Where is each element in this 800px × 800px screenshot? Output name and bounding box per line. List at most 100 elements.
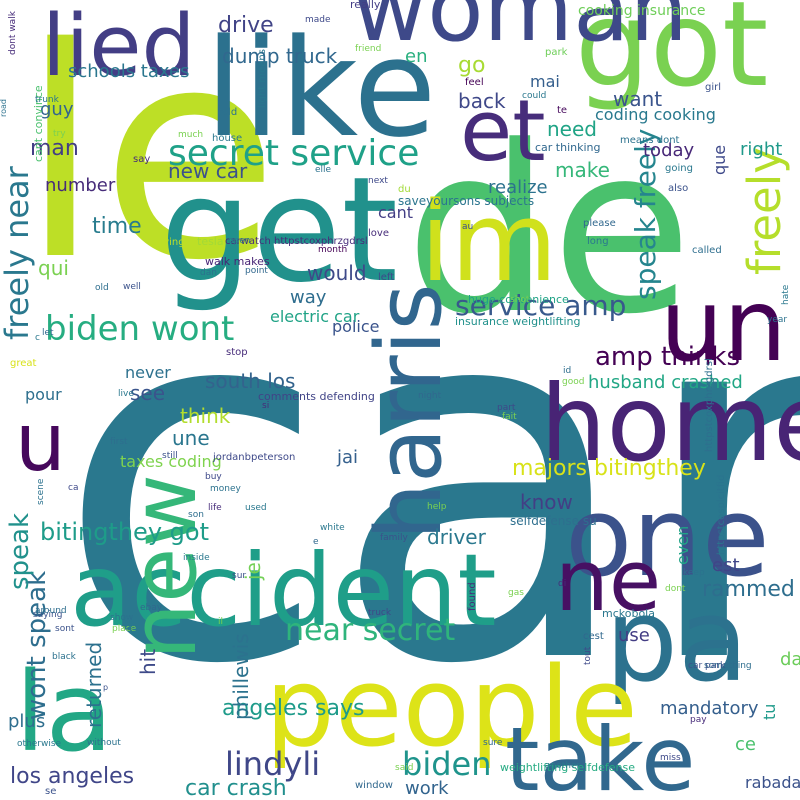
word-6: woman: [352, 0, 688, 62]
word-11: home: [540, 363, 800, 485]
word-91: cooking insurance: [578, 3, 705, 19]
word-51: coding cooking: [595, 105, 716, 124]
word-158: son: [188, 510, 204, 520]
word-108: tesla: [197, 235, 224, 248]
word-41: drive: [218, 13, 274, 38]
word-75: est: [712, 555, 740, 576]
word-99: jordanbpeterson: [212, 452, 295, 463]
word-185: something: [704, 661, 752, 671]
word-33: wont speak: [22, 571, 52, 720]
word-187: pay: [690, 715, 707, 725]
word-69: think: [180, 404, 231, 428]
word-192: another: [545, 761, 580, 771]
word-113: park: [545, 47, 568, 58]
word-95: selfdefense su: [510, 514, 597, 528]
word-143: year: [767, 315, 787, 325]
word-24: secret service: [168, 133, 419, 174]
word-168: dont: [665, 584, 686, 594]
word-35: bitingthey got: [40, 518, 209, 546]
word-150: si: [262, 401, 269, 411]
word-61: cant: [378, 203, 413, 222]
word-50: need: [547, 117, 597, 141]
word-39: angeles says: [222, 696, 364, 721]
word-170: f: [718, 548, 722, 558]
word-161: family: [380, 533, 408, 543]
word-13: one: [565, 473, 770, 601]
word-48: back: [458, 89, 506, 113]
word-53: today: [643, 140, 695, 161]
word-78: je: [241, 562, 265, 581]
word-128: long: [587, 236, 609, 247]
word-107: mckobola: [602, 607, 655, 620]
word-131: love: [368, 228, 389, 239]
word-174: show: [110, 613, 133, 623]
word-62: qui: [38, 256, 69, 280]
word-117: told: [218, 107, 237, 118]
word-2: le: [20, 0, 279, 324]
word-52: man: [30, 136, 79, 161]
word-148: part: [497, 403, 516, 413]
word-36: husband crashed: [588, 372, 743, 393]
word-4: like: [205, 10, 436, 167]
word-166: sur: [232, 571, 246, 581]
word-137: dan: [200, 268, 217, 278]
word-147: night: [418, 391, 442, 401]
word-81: phillewis: [229, 633, 253, 720]
word-153: still: [162, 451, 178, 461]
word-5: got: [575, 0, 768, 113]
word-1: de: [405, 98, 693, 365]
word-22: freely: [738, 147, 791, 275]
word-132: month: [318, 245, 347, 255]
word-144: hate: [781, 284, 791, 305]
word-68: never: [125, 363, 171, 382]
word-92: saveyoursons subjects: [398, 194, 534, 208]
word-10: un: [660, 267, 787, 384]
word-83: day: [780, 649, 800, 670]
word-114: friend: [355, 44, 381, 54]
word-160: white: [320, 523, 345, 533]
word-17: people: [265, 643, 638, 771]
word-85: tu: [760, 704, 779, 720]
word-43: schools taxes: [68, 61, 189, 82]
word-67: see: [130, 381, 165, 405]
word-66: electric car: [270, 307, 360, 326]
word-88: rabadash: [745, 773, 800, 792]
word-101: huge convenience: [468, 293, 569, 306]
word-64: way: [290, 287, 327, 308]
word-175: truck: [368, 608, 392, 618]
word-65: police: [332, 317, 379, 336]
word-7: lied: [42, 0, 195, 96]
word-9: im: [420, 178, 558, 306]
word-149: fait: [502, 412, 517, 422]
word-93: insurance weightlifting: [455, 315, 580, 328]
word-141: great: [10, 358, 37, 369]
word-122: going: [665, 163, 693, 174]
word-49: want: [613, 87, 662, 111]
word-186: car park: [688, 661, 726, 671]
word-188: otherwise: [17, 739, 62, 749]
word-142: stop: [226, 347, 248, 358]
word-121: also: [668, 183, 688, 194]
word-190: sure: [483, 738, 503, 748]
word-167: di: [558, 579, 566, 589]
word-79: hit: [136, 649, 160, 675]
word-72: jai: [336, 447, 358, 468]
word-37: south los: [205, 369, 295, 393]
word-194: se: [45, 786, 56, 797]
word-157: used: [245, 503, 267, 513]
word-151: live: [118, 389, 134, 399]
word-112: feel: [465, 77, 484, 88]
word-146: good: [562, 377, 584, 387]
word-125: elle: [315, 165, 332, 175]
word-104: light means: [257, 49, 268, 108]
word-152: first: [110, 437, 128, 447]
word-201: p: [103, 683, 108, 692]
word-138: well: [123, 282, 141, 292]
word-19: la: [15, 648, 113, 776]
word-86: ce: [735, 734, 756, 755]
word-164: ca: [68, 483, 78, 493]
word-165: inside: [183, 553, 210, 563]
word-73: know: [520, 490, 573, 514]
word-154: buy: [205, 472, 222, 482]
word-162: e: [313, 537, 319, 547]
